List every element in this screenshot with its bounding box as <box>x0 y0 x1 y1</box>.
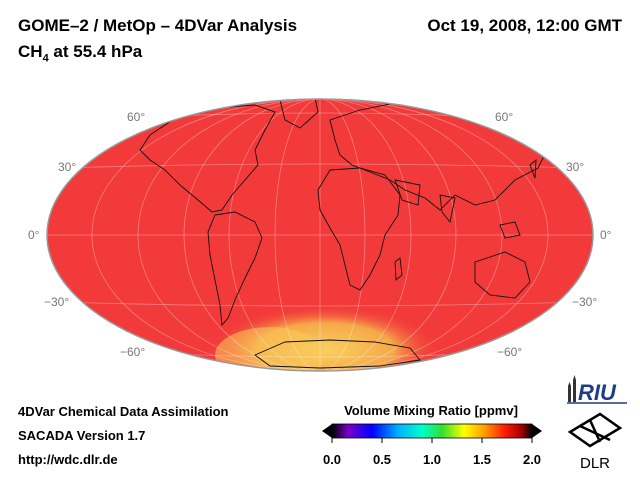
colorbar-tick-4: 2.0 <box>522 452 542 467</box>
analysis-datetime: Oct 19, 2008, 12:00 GMT <box>427 16 622 35</box>
lat-label-right-30: 30° <box>566 160 585 174</box>
map-title: GOME–2 / MetOp – 4DVar Analysis <box>18 16 298 35</box>
globe <box>47 99 593 371</box>
riu-logo: RIU <box>567 375 627 405</box>
lat-label-right-minus60: −60° <box>497 345 523 359</box>
dlr-logo-text: DLR <box>580 455 610 472</box>
lat-label-left-60: 60° <box>127 110 146 124</box>
colorbar-min-arrow <box>322 424 332 438</box>
lat-label-left-30: 30° <box>58 160 77 174</box>
riu-logo-text: RIU <box>578 380 617 405</box>
colorbar-gradient <box>331 423 533 439</box>
map-subtitle: CH4 at 55.4 hPa <box>18 42 142 64</box>
lat-label-right-60: 60° <box>495 110 514 124</box>
colorbar-tick-2: 1.0 <box>422 452 442 467</box>
lat-label-left-minus30: −30° <box>44 295 70 309</box>
lat-label-right-0: 0° <box>600 228 612 242</box>
colorbar-max-arrow <box>532 424 542 438</box>
colorbar-title: Volume Mixing Ratio [ppmv] <box>344 403 518 418</box>
colorbar-tick-3: 1.5 <box>472 452 492 467</box>
dlr-logo: DLR <box>567 412 623 472</box>
colorbar-tick-0: 0.0 <box>322 452 342 467</box>
colorbar-tick-1: 0.5 <box>372 452 392 467</box>
species-subscript: 4 <box>42 52 49 65</box>
lat-label-right-minus30: −30° <box>572 295 598 309</box>
colorbar <box>322 423 542 443</box>
footer-assimilation: 4DVar Chemical Data Assimilation <box>18 404 229 419</box>
lat-label-left-minus60: −60° <box>120 345 146 359</box>
globe-outline <box>46 98 594 372</box>
species-name: CH <box>18 42 43 61</box>
lat-label-left-0: 0° <box>28 228 40 242</box>
footer-version: SACADA Version 1.7 <box>18 428 146 443</box>
footer-url[interactable]: http://wdc.dlr.de <box>18 452 118 467</box>
pressure-level: at 55.4 hPa <box>48 42 143 61</box>
